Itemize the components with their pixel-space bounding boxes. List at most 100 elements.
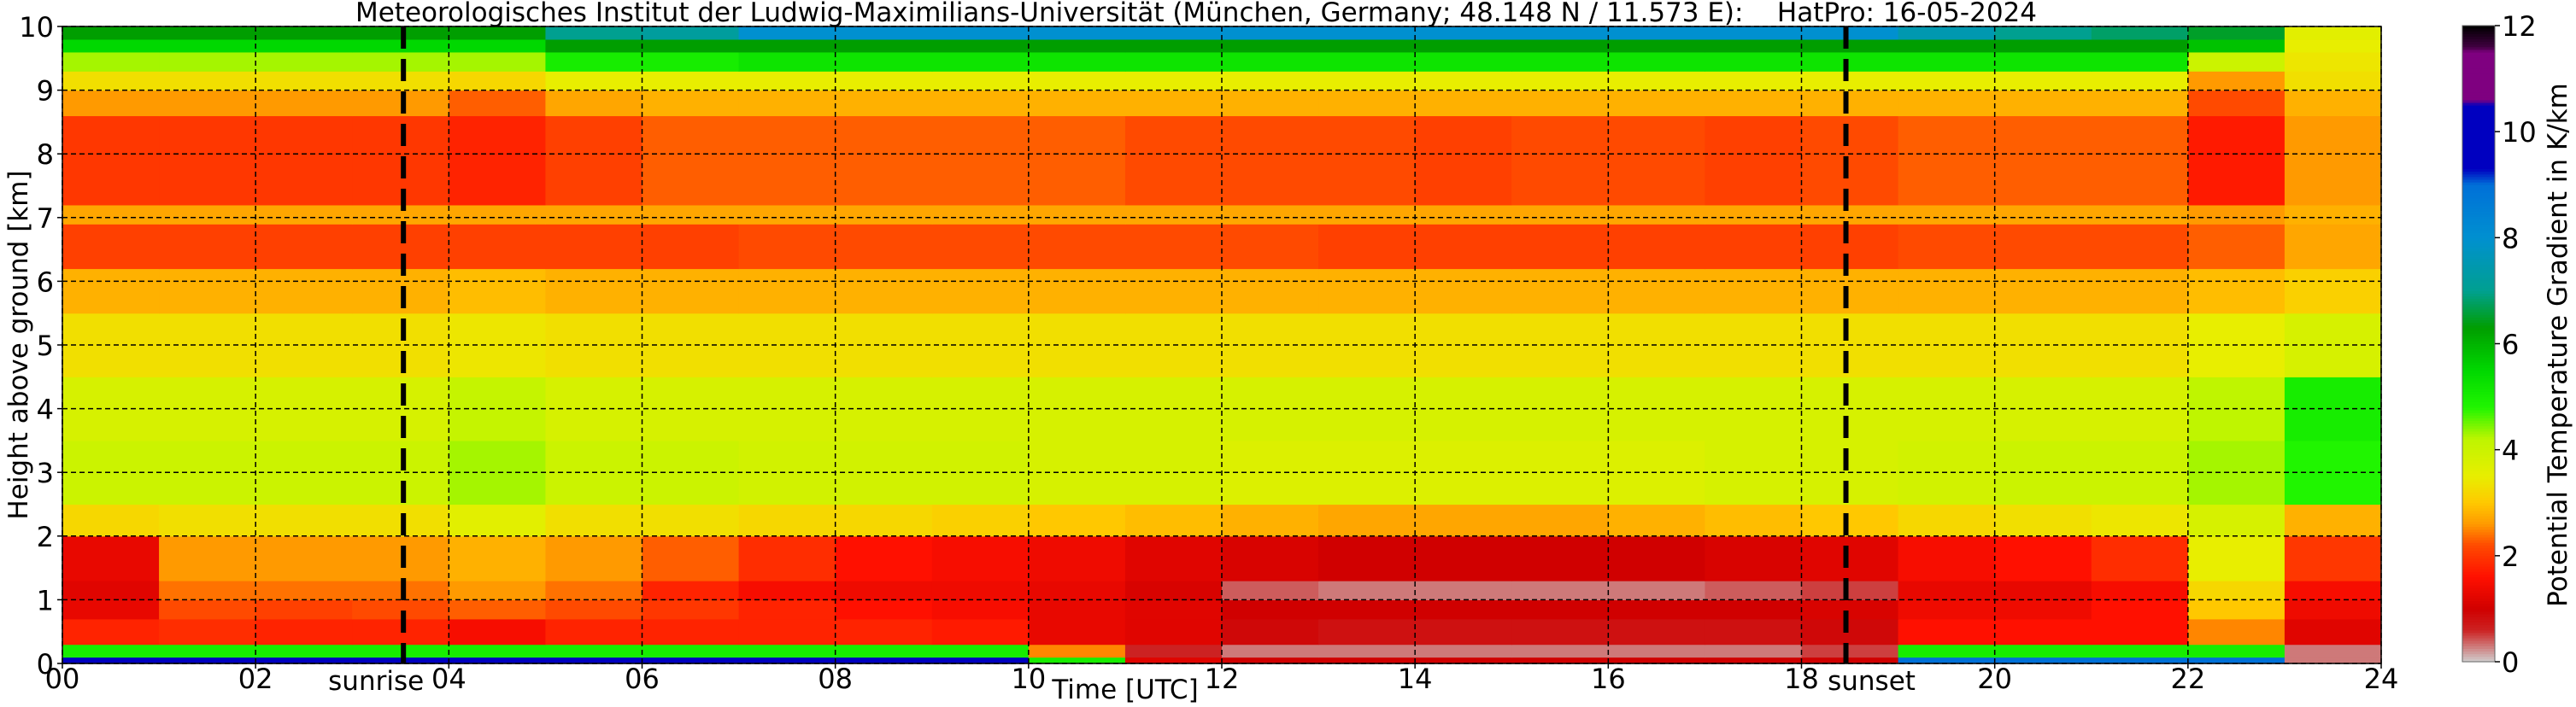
heatmap-cell — [1222, 581, 1319, 600]
y-tick-label: 3 — [37, 457, 54, 489]
heatmap-cell — [1222, 224, 1319, 270]
colorbar-segment — [2462, 166, 2495, 170]
colorbar-segment — [2462, 367, 2495, 371]
colorbar-segment — [2462, 380, 2495, 384]
heatmap-cell — [545, 599, 643, 620]
colorbar-segment — [2462, 131, 2495, 135]
x-tick-label: 24 — [2364, 663, 2399, 695]
heatmap-cell — [1222, 71, 1319, 91]
heatmap-cell — [1318, 26, 1416, 40]
heatmap-cell — [2284, 535, 2382, 581]
heatmap-cell — [2187, 599, 2286, 620]
heatmap-cell — [931, 38, 1030, 53]
colorbar-segment — [2462, 33, 2495, 37]
colorbar-segment — [2462, 624, 2495, 628]
heatmap-cell — [1994, 535, 2092, 581]
colorbar-segment — [2462, 507, 2495, 511]
colorbar-segment — [2462, 518, 2495, 522]
colorbar-segment — [2462, 102, 2495, 106]
heatmap-cell — [931, 204, 1030, 225]
colorbar-segment — [2462, 447, 2495, 451]
heatmap-cell — [642, 535, 740, 581]
heatmap-cell — [159, 38, 256, 53]
heatmap-cell — [1222, 644, 1319, 658]
heatmap-cell — [62, 504, 160, 537]
colorbar-segment — [2462, 41, 2495, 45]
heatmap-cell — [62, 377, 160, 441]
heatmap-cell — [2091, 599, 2189, 620]
colorbar-segment — [2462, 341, 2495, 344]
heatmap-cell — [159, 224, 256, 270]
heatmap-cell — [1222, 535, 1319, 581]
colorbar-segment — [2462, 280, 2495, 283]
heatmap-cell — [1994, 644, 2092, 658]
colorbar-segment — [2462, 46, 2495, 50]
y-tick-label: 1 — [37, 584, 54, 616]
heatmap-cell — [255, 204, 353, 225]
heatmap-cell — [1705, 535, 1803, 581]
heatmap-cell — [62, 90, 160, 117]
heatmap-cell — [1994, 440, 2092, 505]
heatmap-cell — [1415, 90, 1512, 117]
heatmap-cell — [1898, 599, 1996, 620]
heatmap-cell — [2187, 38, 2286, 53]
heatmap-cell — [2187, 90, 2286, 117]
heatmap-cell — [1898, 535, 1996, 581]
chart-title: Meteorologisches Institut der Ludwig-Max… — [355, 0, 2037, 28]
heatmap-cell — [2284, 26, 2382, 40]
heatmap-cell — [1801, 115, 1899, 206]
colorbar-segment — [2462, 110, 2495, 114]
colorbar-segment — [2462, 391, 2495, 394]
colorbar-segment — [2462, 277, 2495, 281]
colorbar-segment — [2462, 540, 2495, 543]
colorbar-segment — [2462, 142, 2495, 146]
heatmap-cell — [1318, 440, 1416, 505]
heatmap-cell — [1028, 618, 1126, 646]
heatmap-cell — [1124, 535, 1223, 581]
heatmap-cell — [1994, 204, 2092, 225]
colorbar-segment — [2462, 574, 2495, 578]
heatmap-cell — [1994, 581, 2092, 600]
heatmap-cell — [1028, 51, 1126, 72]
heatmap-cell — [1415, 618, 1512, 646]
colorbar-segment — [2462, 430, 2495, 435]
heatmap-cell — [2187, 657, 2286, 664]
colorbar-tick-label: 8 — [2502, 222, 2519, 254]
heatmap-cell — [1898, 224, 1996, 270]
heatmap-cell — [2284, 440, 2382, 505]
colorbar-segment — [2462, 232, 2495, 236]
colorbar-segment — [2462, 516, 2495, 519]
colorbar-segment — [2462, 211, 2495, 214]
colorbar-segment — [2462, 399, 2495, 403]
heatmap-cell — [642, 90, 740, 117]
colorbar-segment — [2462, 264, 2495, 267]
colorbar-segment — [2462, 529, 2495, 533]
heatmap-cell — [449, 657, 547, 664]
heatmap-cell — [1318, 115, 1416, 206]
colorbar-segment — [2462, 552, 2495, 557]
colorbar-segment — [2462, 505, 2495, 509]
colorbar-segment — [2462, 118, 2495, 122]
heatmap-cell — [2187, 535, 2286, 581]
heatmap-cell — [1415, 599, 1512, 620]
heatmap-cell — [1801, 224, 1899, 270]
colorbar-segment — [2462, 91, 2495, 96]
heatmap-cell — [1994, 90, 2092, 117]
heatmap-cell — [545, 38, 643, 53]
heatmap-cell — [931, 51, 1030, 72]
colorbar-segment — [2462, 226, 2495, 231]
heatmap-cell — [545, 504, 643, 537]
heatmap-cell — [1222, 115, 1319, 206]
heatmap-cell — [642, 581, 740, 600]
colorbar-segment — [2462, 256, 2495, 260]
colorbar-segment — [2462, 55, 2495, 58]
heatmap-cell — [931, 504, 1030, 537]
heatmap-cell — [1898, 657, 1996, 664]
colorbar-segment — [2462, 309, 2495, 313]
colorbar-segment — [2462, 581, 2495, 586]
x-tick-label: 08 — [818, 663, 853, 695]
x-tick-label: 10 — [1011, 663, 1046, 695]
colorbar-segment — [2462, 330, 2495, 334]
colorbar-segment — [2462, 75, 2495, 79]
